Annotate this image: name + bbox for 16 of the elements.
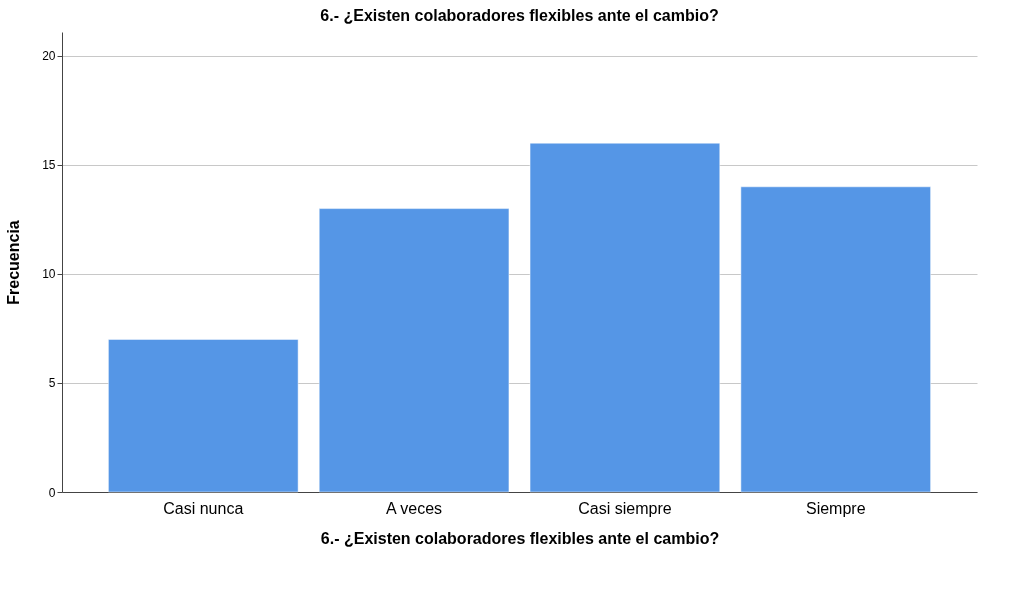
y-tick-label: 0 xyxy=(48,485,56,500)
bar xyxy=(529,142,721,493)
x-tick-label: A veces xyxy=(386,499,443,517)
x-axis-title: 6.- ¿Existen colaboradores flexibles ante el cambio? xyxy=(320,529,720,547)
x-tick-label: Casi nunca xyxy=(163,499,244,517)
bar xyxy=(318,208,510,493)
bar xyxy=(108,339,299,493)
bar xyxy=(740,186,931,493)
y-axis-title: Frecuencia xyxy=(5,220,23,305)
y-tick-label: 15 xyxy=(42,158,56,173)
chart-title: 6.- ¿Existen colaboradores flexibles ante el cambio? xyxy=(320,7,719,24)
x-tick-label: Casi siempre xyxy=(578,499,672,517)
y-tick-label: 20 xyxy=(42,49,56,64)
y-tick-label: 5 xyxy=(48,376,56,391)
x-tick-label: Siempre xyxy=(805,499,866,517)
y-tick-label: 10 xyxy=(42,267,56,282)
